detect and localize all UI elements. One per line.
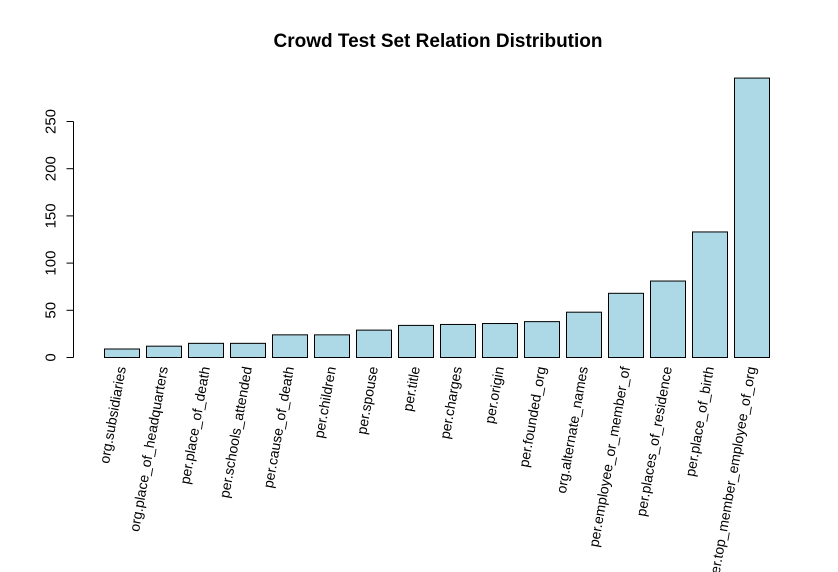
y-tick-label: 50 bbox=[43, 302, 60, 319]
bar-per-charges bbox=[440, 323, 476, 358]
x-tick-label: per.title bbox=[399, 365, 423, 412]
x-tick-label: per.cause_of_death bbox=[260, 365, 297, 489]
bars bbox=[104, 77, 770, 359]
bar-org-place-of-headquarters bbox=[146, 345, 182, 358]
x-tick-label: per.place_of_birth bbox=[682, 365, 717, 477]
y-tick-label: 100 bbox=[43, 251, 60, 276]
y-tick-label: 200 bbox=[43, 156, 60, 181]
x-tick-label: org.alternate_names bbox=[553, 365, 591, 494]
x-tick-label: per.origin bbox=[481, 365, 507, 424]
x-tick-label: per.founded_org bbox=[515, 365, 548, 468]
x-tick-label: per.place_of_death bbox=[177, 365, 213, 485]
x-tick-label: per.schools_attended bbox=[216, 365, 255, 499]
bar-per-founded-org bbox=[524, 321, 560, 358]
bar-per-children bbox=[314, 334, 350, 358]
y-axis: 0 50 100 150 200 250 bbox=[43, 109, 74, 362]
y-tick-label: 250 bbox=[43, 109, 60, 134]
chart-title: Crowd Test Set Relation Distribution bbox=[274, 31, 603, 52]
bar-per-schools-attended bbox=[230, 342, 266, 358]
bar-per-places-of-residence bbox=[650, 280, 686, 359]
x-axis-labels: org.subsidiariesorg.place_of_headquarter… bbox=[96, 365, 759, 572]
x-tick-label: org.place_of_headquarters bbox=[126, 365, 171, 533]
x-tick-label: per.employee_or_member_of bbox=[585, 365, 633, 548]
x-tick-label: per.places_of_residence bbox=[633, 365, 675, 517]
bar-org-subsidiaries bbox=[104, 348, 140, 358]
x-tick-label: per.spouse bbox=[353, 365, 381, 435]
bar-org-alternate-names bbox=[566, 311, 602, 358]
y-tick-label: 0 bbox=[43, 353, 60, 361]
bar-per-spouse bbox=[356, 329, 392, 358]
x-tick-label: per.children bbox=[311, 365, 339, 439]
bar-per-place-of-birth bbox=[692, 231, 728, 358]
bar-per-title bbox=[398, 324, 434, 358]
x-tick-label: per.charges bbox=[436, 365, 464, 440]
bar-per-cause-of-death bbox=[272, 334, 308, 358]
bar-per-place-of-death bbox=[188, 342, 224, 358]
bar-per-top-member-employee-of-org bbox=[734, 77, 770, 359]
bar-per-employee-or-member-of bbox=[608, 292, 644, 359]
y-tick-label: 150 bbox=[43, 203, 60, 228]
bar-per-origin bbox=[482, 323, 518, 358]
x-tick-label: per.top_member_employee_of_org bbox=[705, 365, 759, 572]
x-tick-label: org.subsidiaries bbox=[96, 365, 129, 464]
